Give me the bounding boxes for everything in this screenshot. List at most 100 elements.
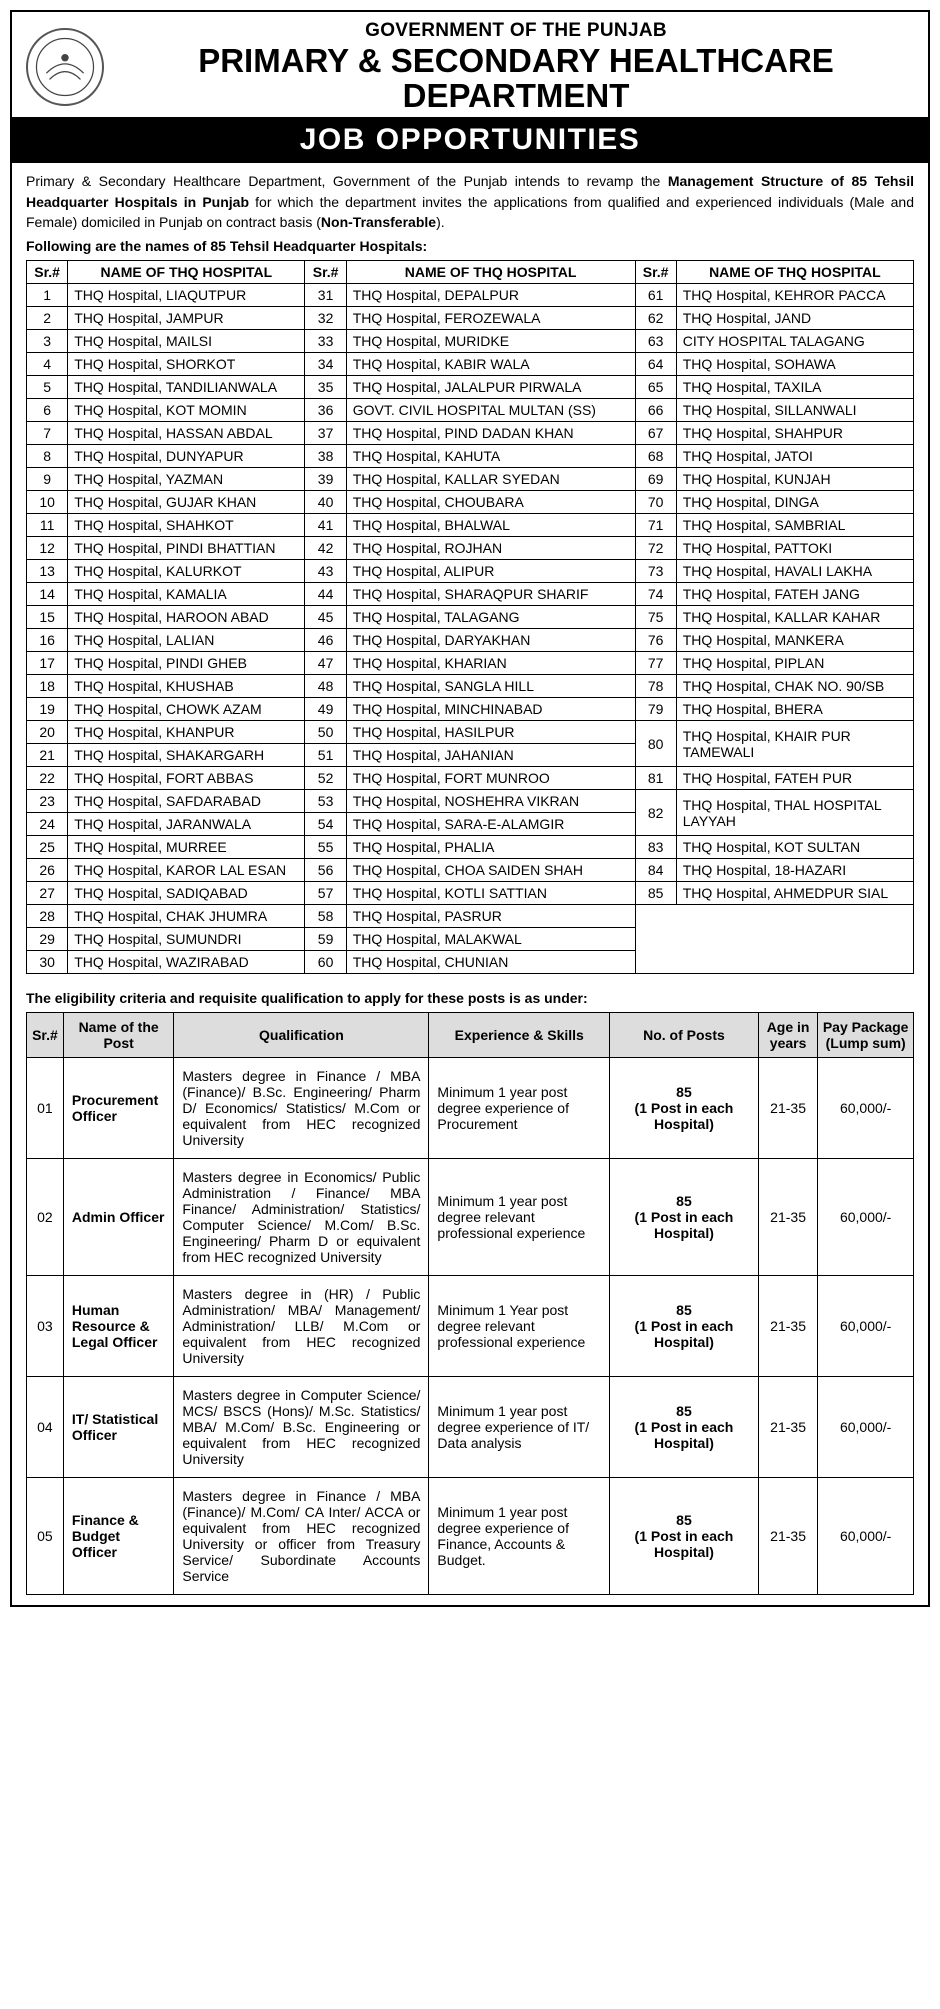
cell-hospital-name: THQ Hospital, SAMBRIAL: [676, 514, 913, 537]
cell-sr: 27: [27, 882, 68, 905]
cell-sr: 6: [27, 399, 68, 422]
cell-sr: 79: [635, 698, 676, 721]
cell-sr: 05: [27, 1478, 64, 1595]
cell-hospital-name: THQ Hospital, CHOA SAIDEN SHAH: [346, 859, 635, 882]
cell-num-posts: 85(1 Post in each Hospital): [610, 1377, 759, 1478]
cell-hospital-name: THQ Hospital, KAMALIA: [68, 583, 305, 606]
cell-hospital-name: THQ Hospital, PASRUR: [346, 905, 635, 928]
cell-hospital-name: THQ Hospital, DUNYAPUR: [68, 445, 305, 468]
table-row: 2THQ Hospital, JAMPUR32THQ Hospital, FER…: [27, 307, 914, 330]
cell-num-posts: 85(1 Post in each Hospital): [610, 1276, 759, 1377]
header-line1: GOVERNMENT OF THE PUNJAB: [118, 20, 914, 42]
cell-hospital-name: THQ Hospital, KAHUTA: [346, 445, 635, 468]
intro-paragraph: Primary & Secondary Healthcare Departmen…: [12, 163, 928, 234]
cell-hospital-name: THQ Hospital, ALIPUR: [346, 560, 635, 583]
cell-hospital-name: THQ Hospital, PIND DADAN KHAN: [346, 422, 635, 445]
cell-hospital-name: THQ Hospital, HASSAN ABDAL: [68, 422, 305, 445]
table-row: 25THQ Hospital, MURREE55THQ Hospital, PH…: [27, 836, 914, 859]
cell-hospital-name: THQ Hospital, BHERA: [676, 698, 913, 721]
cell-sr: 14: [27, 583, 68, 606]
cell-hospital-name: THQ Hospital, DINGA: [676, 491, 913, 514]
cell-hospital-name: THQ Hospital, JAMPUR: [68, 307, 305, 330]
cell-hospital-name: THQ Hospital, SANGLA HILL: [346, 675, 635, 698]
cell-hospital-name: THQ Hospital, ROJHAN: [346, 537, 635, 560]
cell-sr: 36: [305, 399, 346, 422]
cell-sr: 73: [635, 560, 676, 583]
punjab-govt-logo-icon: [26, 28, 104, 106]
cell-sr: 10: [27, 491, 68, 514]
cell-hospital-name: THQ Hospital, JAND: [676, 307, 913, 330]
cell-sr: 32: [305, 307, 346, 330]
cell-hospital-name: THQ Hospital, SOHAWA: [676, 353, 913, 376]
cell-sr: 26: [27, 859, 68, 882]
cell-hospital-name: THQ Hospital, KOT MOMIN: [68, 399, 305, 422]
cell-experience: Minimum 1 Year post degree relevant prof…: [429, 1276, 610, 1377]
hospitals-table-body: 1THQ Hospital, LIAQUTPUR31THQ Hospital, …: [27, 284, 914, 974]
cell-hospital-name: THQ Hospital, KAROR LAL ESAN: [68, 859, 305, 882]
table-row: 22THQ Hospital, FORT ABBAS52THQ Hospital…: [27, 767, 914, 790]
th-num-posts: No. of Posts: [610, 1013, 759, 1058]
th-name: NAME OF THQ HOSPITAL: [68, 261, 305, 284]
cell-hospital-name: THQ Hospital, SAFDARABAD: [68, 790, 305, 813]
banner-job-opportunities: JOB OPPORTUNITIES: [12, 117, 928, 163]
cell-qualification: Masters degree in Finance / MBA (Finance…: [174, 1478, 429, 1595]
cell-sr: 2: [27, 307, 68, 330]
cell-hospital-name: THQ Hospital, WAZIRABAD: [68, 951, 305, 974]
cell-hospital-name: THQ Hospital, FEROZEWALA: [346, 307, 635, 330]
table-row: 17THQ Hospital, PINDI GHEB47THQ Hospital…: [27, 652, 914, 675]
table-row: 8THQ Hospital, DUNYAPUR38THQ Hospital, K…: [27, 445, 914, 468]
table-row: 28THQ Hospital, CHAK JHUMRA58THQ Hospita…: [27, 905, 914, 928]
cell-hospital-name: THQ Hospital, KOTLI SATTIAN: [346, 882, 635, 905]
th-age: Age in years: [758, 1013, 818, 1058]
cell-empty: [635, 905, 914, 974]
cell-hospital-name: THQ Hospital, SILLANWALI: [676, 399, 913, 422]
hospitals-table: Sr.# NAME OF THQ HOSPITAL Sr.# NAME OF T…: [26, 260, 914, 974]
cell-sr: 44: [305, 583, 346, 606]
cell-qualification: Masters degree in Economics/ Public Admi…: [174, 1159, 429, 1276]
cell-hospital-name: THQ Hospital, KALLAR SYEDAN: [346, 468, 635, 491]
cell-sr: 70: [635, 491, 676, 514]
cell-qualification: Masters degree in (HR) / Public Administ…: [174, 1276, 429, 1377]
cell-hospital-name: THQ Hospital, JALALPUR PIRWALA: [346, 376, 635, 399]
cell-num-posts: 85(1 Post in each Hospital): [610, 1058, 759, 1159]
cell-hospital-name: THQ Hospital, SHAKARGARH: [68, 744, 305, 767]
cell-pay: 60,000/-: [818, 1478, 914, 1595]
cell-sr: 43: [305, 560, 346, 583]
cell-sr: 71: [635, 514, 676, 537]
cell-sr: 54: [305, 813, 346, 836]
cell-hospital-name: THQ Hospital, DARYAKHAN: [346, 629, 635, 652]
cell-hospital-name: THQ Hospital, JATOI: [676, 445, 913, 468]
cell-hospital-name: THQ Hospital, KALLAR KAHAR: [676, 606, 913, 629]
th-experience: Experience & Skills: [429, 1013, 610, 1058]
cell-age: 21-35: [758, 1377, 818, 1478]
table-row: 03Human Resource & Legal OfficerMasters …: [27, 1276, 914, 1377]
cell-hospital-name: THQ Hospital, SHAHPUR: [676, 422, 913, 445]
cell-hospital-name: THQ Hospital, CHOUBARA: [346, 491, 635, 514]
cell-sr: 28: [27, 905, 68, 928]
cell-sr: 75: [635, 606, 676, 629]
table-row: 20THQ Hospital, KHANPUR50THQ Hospital, H…: [27, 721, 914, 744]
cell-sr: 3: [27, 330, 68, 353]
cell-hospital-name: THQ Hospital, GUJAR KHAN: [68, 491, 305, 514]
header: GOVERNMENT OF THE PUNJAB PRIMARY & SECON…: [12, 12, 928, 117]
cell-sr: 7: [27, 422, 68, 445]
th-name: NAME OF THQ HOSPITAL: [346, 261, 635, 284]
cell-pay: 60,000/-: [818, 1377, 914, 1478]
cell-hospital-name: THQ Hospital, KHARIAN: [346, 652, 635, 675]
cell-hospital-name: GOVT. CIVIL HOSPITAL MULTAN (SS): [346, 399, 635, 422]
table-row: 15THQ Hospital, HAROON ABAD45THQ Hospita…: [27, 606, 914, 629]
cell-sr: 34: [305, 353, 346, 376]
cell-sr: 29: [27, 928, 68, 951]
cell-hospital-name: THQ Hospital, KABIR WALA: [346, 353, 635, 376]
cell-hospital-name: THQ Hospital, LALIAN: [68, 629, 305, 652]
cell-hospital-name: THQ Hospital, PHALIA: [346, 836, 635, 859]
cell-sr: 15: [27, 606, 68, 629]
cell-hospital-name: THQ Hospital, KHAIR PUR TAMEWALI: [676, 721, 913, 767]
th-sr: Sr.#: [635, 261, 676, 284]
cell-hospital-name: THQ Hospital, CHAK JHUMRA: [68, 905, 305, 928]
cell-hospital-name: THQ Hospital, MANKERA: [676, 629, 913, 652]
cell-sr: 85: [635, 882, 676, 905]
cell-hospital-name: THQ Hospital, FATEH PUR: [676, 767, 913, 790]
cell-sr: 82: [635, 790, 676, 836]
cell-sr: 84: [635, 859, 676, 882]
